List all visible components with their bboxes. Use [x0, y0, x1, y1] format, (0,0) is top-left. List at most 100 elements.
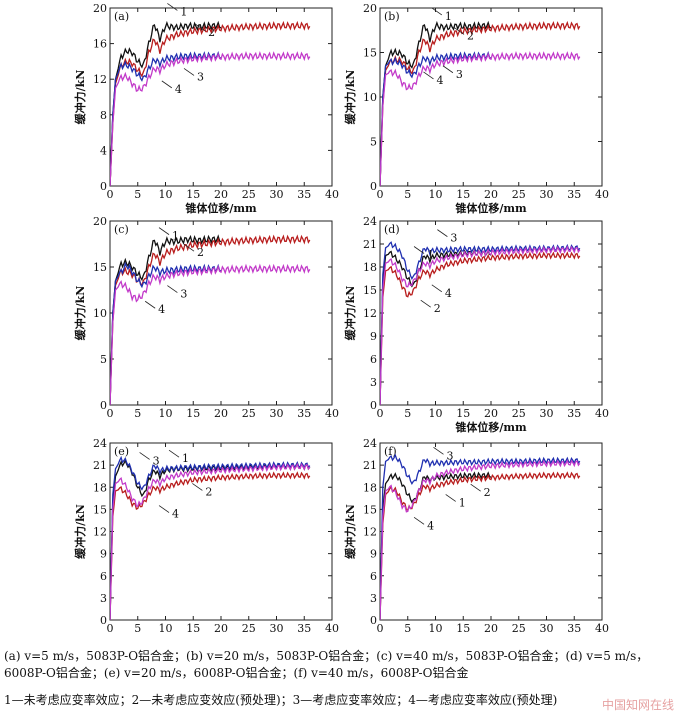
- x-tick-label: 15: [186, 188, 200, 201]
- y-axis-title: 缓冲力/kN: [73, 286, 87, 341]
- x-tick-label: 10: [429, 188, 443, 201]
- chart-panel-3: 0 5 10 15 20 25 30 35 40 0 5 10 15 20 (c) 缓冲力/kN 1 2 3 4: [73, 215, 339, 420]
- curve-label-4: 4: [427, 519, 434, 532]
- curve-label-leader: [139, 452, 150, 460]
- x-tick-label: 20: [484, 188, 498, 201]
- x-tick-label: 35: [567, 622, 581, 635]
- plot-frame: [379, 7, 603, 187]
- curve-label-4: 4: [445, 287, 452, 300]
- y-tick-label: 20: [363, 2, 377, 15]
- x-tick-label: 25: [512, 407, 526, 420]
- curve-label-leader: [194, 23, 206, 32]
- y-tick-label: 18: [93, 481, 107, 494]
- y-tick-label: 15: [363, 47, 377, 60]
- panel-label: (a): [114, 10, 129, 23]
- x-tick-label: 25: [512, 622, 526, 635]
- curve-label-leader: [437, 229, 448, 237]
- curve-label-1: 1: [182, 452, 189, 465]
- curve-label-2: 2: [484, 486, 491, 499]
- y-tick-label: 9: [370, 548, 377, 561]
- series-2-line: [110, 234, 311, 405]
- y-tick-label: 5: [100, 353, 107, 366]
- panel-label: (d): [384, 223, 400, 236]
- curve-label-leader: [431, 7, 443, 16]
- x-tick-label: 35: [567, 188, 581, 201]
- y-tick-label: 4: [100, 144, 107, 157]
- x-tick-label: 20: [484, 622, 498, 635]
- x-tick-label: 30: [270, 188, 284, 201]
- series-3-line: [110, 51, 222, 186]
- curve-label-leader: [442, 65, 454, 74]
- x-tick-label: 15: [456, 188, 470, 201]
- y-tick-label: 21: [363, 459, 377, 472]
- series-2-line: [110, 471, 311, 620]
- x-tick-label: 5: [134, 407, 141, 420]
- curve-label-leader: [413, 517, 425, 525]
- curve-label-leader: [433, 446, 444, 455]
- x-tick-label: 0: [377, 188, 384, 201]
- x-tick-label: 30: [540, 188, 554, 201]
- panel-caption: (a) v=5 m/s，5083P-O铝合金；(b) v=20 m/s，5083…: [4, 649, 649, 680]
- y-tick-label: 6: [370, 570, 377, 583]
- curve-label-leader: [431, 284, 443, 293]
- curve-label-leader: [445, 494, 456, 502]
- series-2-line: [380, 251, 581, 405]
- x-tick-label: 5: [404, 622, 411, 635]
- y-tick-label: 20: [93, 2, 107, 15]
- watermark: 中国知网在线: [601, 698, 674, 712]
- y-tick-label: 12: [93, 73, 107, 86]
- y-tick-label: 6: [100, 570, 107, 583]
- y-tick-label: 21: [363, 238, 377, 251]
- curve-label-3: 3: [153, 454, 160, 467]
- x-tick-label: 40: [325, 622, 339, 635]
- curve-label-leader: [192, 483, 203, 491]
- x-tick-label: 5: [404, 407, 411, 420]
- y-tick-label: 10: [93, 307, 107, 320]
- series-4-line: [110, 462, 311, 620]
- series-3-line: [380, 51, 492, 186]
- panel-label: (f): [384, 445, 397, 458]
- chart-panel-2: 0 5 10 15 20 25 30 35 40 0 5 10 15 20 (b) 锥体位移/mm 缓冲力/kN…: [343, 2, 609, 215]
- x-tick-label: 10: [159, 622, 173, 635]
- y-tick-label: 8: [100, 109, 107, 122]
- y-axis-title: 缓冲力/kN: [343, 70, 357, 125]
- panel-label: (c): [114, 223, 129, 236]
- x-tick-label: 25: [242, 622, 256, 635]
- x-tick-label: 5: [134, 188, 141, 201]
- chart-panel-5: 0 5 10 15 20 25 30 35 4003691215182124(e)缓冲力/kN1…: [73, 437, 339, 635]
- series-4-line: [380, 245, 581, 405]
- y-axis-title: 缓冲力/kN: [73, 70, 87, 125]
- y-tick-label: 0: [100, 180, 107, 193]
- x-tick-label: 20: [214, 188, 228, 201]
- y-tick-label: 3: [370, 376, 377, 389]
- plot-frame: [109, 7, 333, 187]
- y-tick-label: 24: [363, 215, 377, 228]
- y-tick-label: 0: [100, 399, 107, 412]
- x-tick-label: 30: [540, 407, 554, 420]
- curve-label-1: 1: [172, 230, 179, 243]
- curve-label-leader: [470, 483, 481, 492]
- series-3-line: [380, 241, 581, 405]
- y-tick-label: 24: [363, 437, 377, 450]
- x-tick-label: 25: [242, 407, 256, 420]
- x-tick-label: 40: [595, 407, 609, 420]
- curve-label-4: 4: [175, 83, 182, 96]
- x-tick-label: 15: [186, 622, 200, 635]
- figure: 0 5 10 15 20 25 30 35 40048121620(a)锥体位移/mm缓冲力/k…: [73, 2, 609, 635]
- curve-label-4: 4: [437, 74, 444, 87]
- plot-frame: [379, 442, 603, 621]
- curve-label-4: 4: [158, 303, 165, 316]
- chart-panel-4: 0 5 10 15 20 25 30 35 4003691215182124(d)锥体位移/mm…: [343, 215, 609, 434]
- x-axis-title: 锥体位移/mm: [185, 201, 257, 215]
- x-tick-label: 20: [484, 407, 498, 420]
- x-tick-label: 40: [595, 622, 609, 635]
- x-tick-label: 20: [214, 407, 228, 420]
- x-tick-label: 15: [456, 622, 470, 635]
- y-tick-label: 9: [370, 330, 377, 343]
- x-tick-label: 40: [325, 188, 339, 201]
- x-tick-label: 10: [159, 188, 173, 201]
- x-tick-label: 40: [595, 188, 609, 201]
- x-tick-label: 25: [512, 188, 526, 201]
- y-tick-label: 10: [363, 91, 377, 104]
- y-tick-label: 12: [363, 526, 377, 539]
